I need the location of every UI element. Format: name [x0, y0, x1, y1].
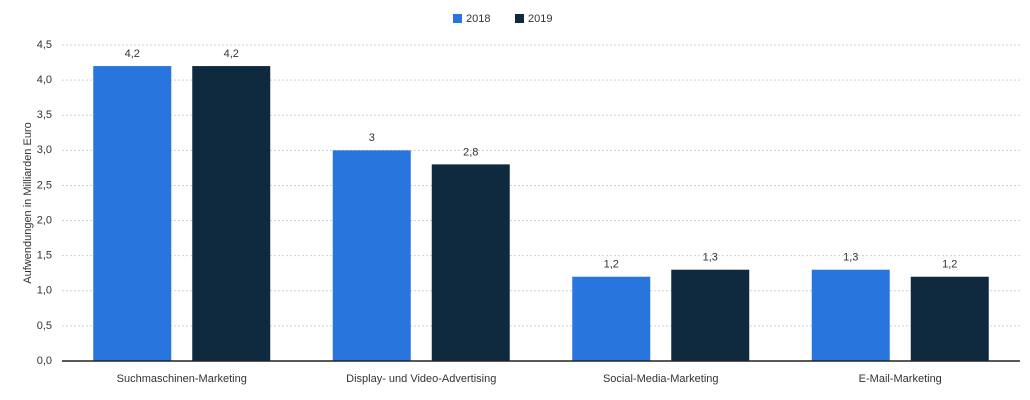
value-label: 1,2 [942, 259, 957, 271]
bar [572, 276, 651, 361]
bar [192, 66, 271, 362]
value-label: 1,3 [703, 252, 718, 264]
x-tick-label: Suchmaschinen-Marketing [117, 373, 247, 385]
x-tick-label: Display- und Video-Advertising [346, 373, 496, 385]
x-tick-label: Social-Media-Marketing [603, 373, 719, 385]
bar [332, 150, 411, 361]
y-tick-label: 1,5 [37, 250, 52, 262]
value-label: 1,3 [843, 252, 858, 264]
y-axis-label: Aufwendungen in Milliarden Euro [22, 122, 34, 283]
y-tick-label: 0,0 [37, 355, 52, 367]
y-tick-label: 4,5 [37, 39, 52, 51]
y-tick-label: 2,0 [37, 214, 52, 226]
legend-swatch [453, 14, 462, 23]
x-tick-label: E-Mail-Marketing [859, 373, 942, 385]
value-label: 2,8 [463, 146, 478, 158]
value-label: 1,2 [604, 259, 619, 271]
bar [671, 269, 750, 361]
value-label: 4,2 [125, 48, 140, 60]
y-tick-label: 3,5 [37, 109, 52, 121]
y-tick-label: 4,0 [37, 74, 52, 86]
value-label: 3 [369, 132, 375, 144]
y-tick-label: 1,0 [37, 285, 52, 297]
bar [93, 66, 172, 362]
legend-swatch [515, 14, 524, 23]
legend-label: 2018 [466, 13, 490, 25]
y-tick-label: 0,5 [37, 320, 52, 332]
y-tick-label: 2,5 [37, 179, 52, 191]
legend-label: 2019 [528, 13, 552, 25]
bar [811, 269, 890, 361]
bar [910, 276, 989, 361]
y-tick-label: 3,0 [37, 144, 52, 156]
value-label: 4,2 [224, 48, 239, 60]
bar [431, 164, 510, 361]
